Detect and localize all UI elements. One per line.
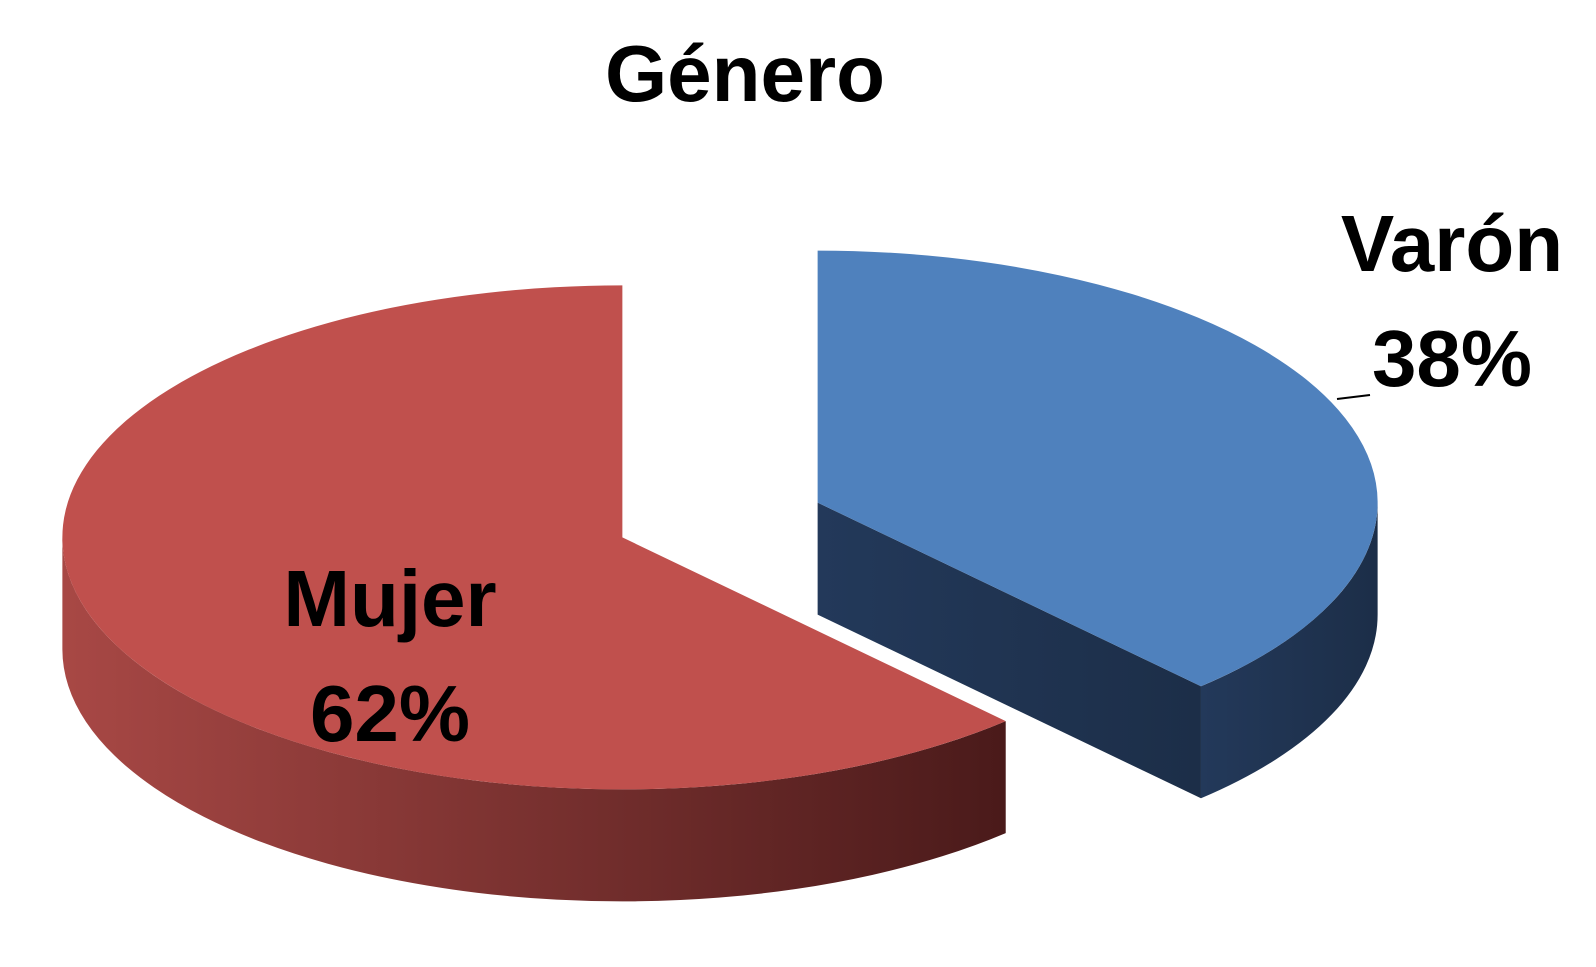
chart-title: Género [605,29,885,118]
category-label: Mujer [283,554,496,643]
slice-side [1200,502,1378,799]
value-label: 38% [1372,314,1532,403]
slice-side [62,537,1006,902]
leader-line [1336,394,1371,400]
slice [62,285,1006,902]
pie [62,250,1378,902]
slice [62,285,1006,790]
value-label: 62% [310,669,470,758]
slice [817,250,1378,687]
slice-side [817,502,1201,799]
slice [817,250,1378,799]
category-label: Varón [1341,199,1563,288]
